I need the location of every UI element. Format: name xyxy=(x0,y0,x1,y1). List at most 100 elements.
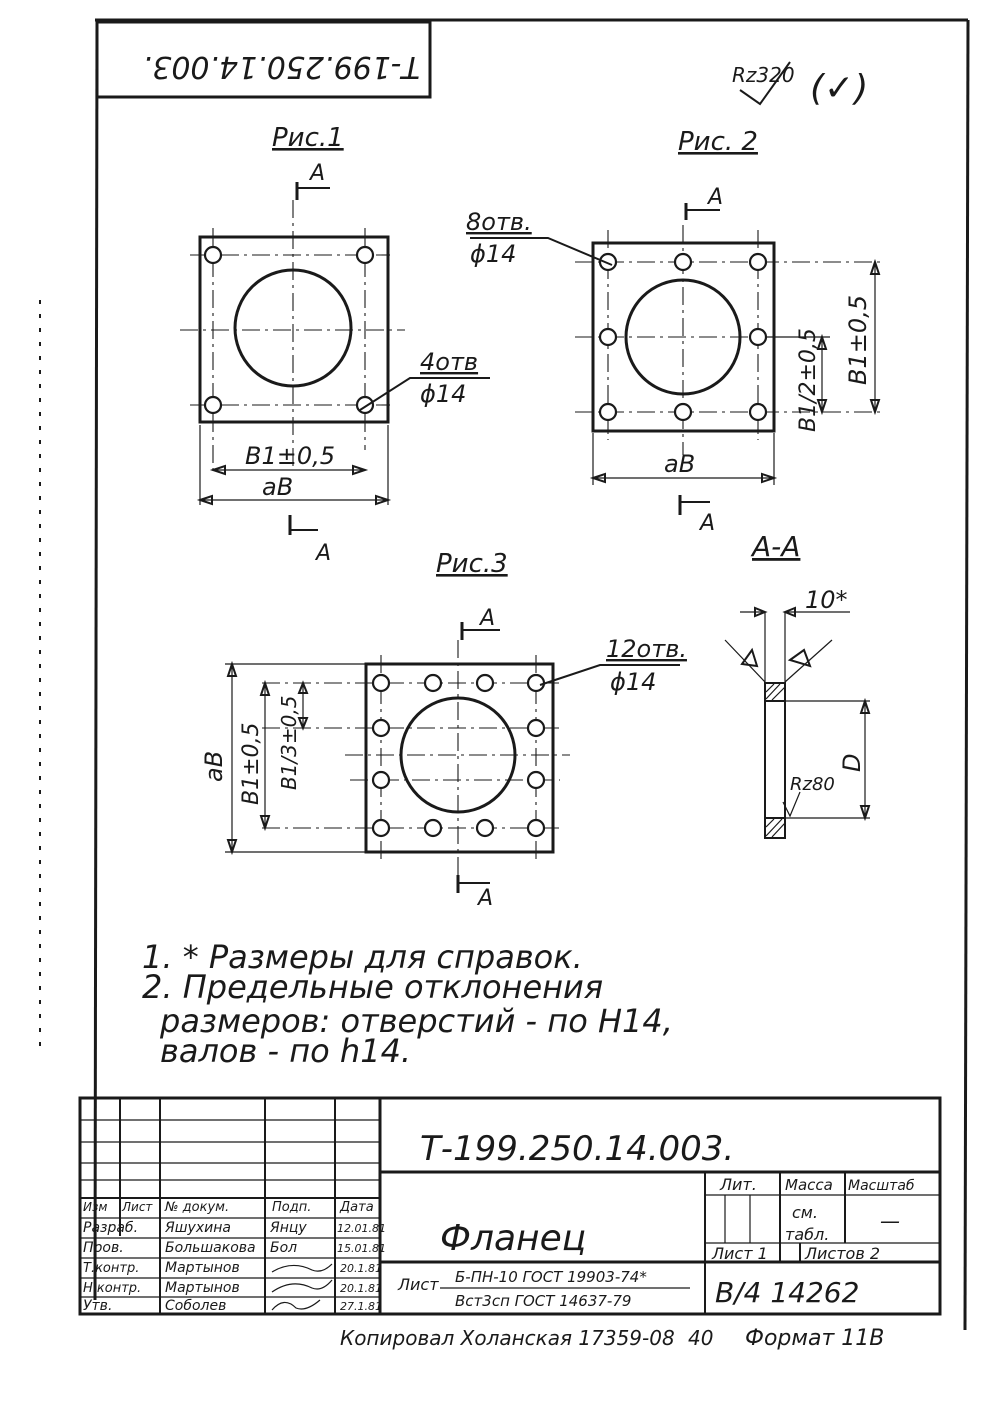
footer-copied-by: Копировал Холанская 17359-08 xyxy=(340,1326,675,1350)
note-line-4: валов - по h14. xyxy=(160,1032,411,1070)
tb-row-role: Пров. xyxy=(83,1240,124,1256)
fig2-hole xyxy=(673,252,693,272)
tb-row: Н.контр. Мартынов 20.1.81 xyxy=(83,1279,382,1296)
tb-name: Фланец xyxy=(440,1218,586,1259)
title-block: Т-199.250.14.003. Фланец Изм Лист № доку… xyxy=(78,1096,942,1316)
fig2-hole xyxy=(748,252,768,272)
footer-sheet-no: 40 xyxy=(688,1326,713,1350)
figure-1: Рис.1 A 4отв ϕ14 B1±0,5 aB xyxy=(180,123,490,566)
fig3-hole xyxy=(526,818,546,838)
section-plate xyxy=(764,682,786,839)
tb-row-date: 12.01.81 xyxy=(337,1222,386,1235)
fig3-hole xyxy=(526,718,546,738)
fig2-title: Рис. 2 xyxy=(678,127,758,157)
note-line-1: 1. * Размеры для справок. xyxy=(142,938,583,976)
tb-header-list: Лист xyxy=(121,1200,153,1214)
tb-material-line2: Вст3сп ГОСТ 14637-79 xyxy=(455,1292,631,1310)
fig2-hole xyxy=(598,402,618,422)
fig3-hole xyxy=(371,770,391,790)
tb-designation: Т-199.250.14.003. xyxy=(420,1129,734,1169)
fig3-hole xyxy=(371,718,391,738)
fig3-section-top: A xyxy=(478,606,495,631)
tb-header-date: Дата xyxy=(339,1200,374,1215)
fig2-section-top: A xyxy=(706,185,723,210)
fig3-holes-dia: ϕ14 xyxy=(610,668,656,696)
note-line-3: размеров: отверстий - по H14, xyxy=(159,1002,673,1040)
fig1-holes-label: 4отв xyxy=(420,348,478,376)
fig2-hole xyxy=(598,327,618,347)
notes: 1. * Размеры для справок. 2. Предельные … xyxy=(142,938,673,1070)
rotated-code: Т-199.250.14.003. xyxy=(143,49,420,84)
fig1-section-top: A xyxy=(308,161,325,186)
fig2-dim-half: B1/2±0,5 xyxy=(796,328,821,432)
fig3-hole xyxy=(423,673,443,693)
tb-row-sign: Янцу xyxy=(269,1220,307,1236)
fig2-dim-ab: aB xyxy=(664,450,695,478)
tb-row-date: 15.01.81 xyxy=(337,1242,386,1255)
section-a-a: A-A 10* D Rz80 xyxy=(724,530,871,839)
tb-row-name: Большакова xyxy=(165,1240,256,1256)
tb-mass-label: Масса xyxy=(785,1176,833,1194)
tb-lit-label: Лит. xyxy=(719,1175,757,1194)
tb-row-name: Мартынов xyxy=(165,1280,240,1296)
fig2-holes-dia: ϕ14 xyxy=(470,240,516,268)
fig2-section-bottom: A xyxy=(698,511,715,536)
fig3-hole xyxy=(475,673,495,693)
note-line-2: 2. Предельные отклонения xyxy=(142,968,603,1006)
fig3-title: Рис.3 xyxy=(436,549,508,579)
fig2-hole xyxy=(748,402,768,422)
fig3-hole xyxy=(475,818,495,838)
fig3-hole xyxy=(371,818,391,838)
tb-header-izm: Изм xyxy=(83,1200,107,1214)
fig1-hole xyxy=(355,395,375,415)
fig3-holes-label: 12отв. xyxy=(606,635,687,663)
figure-3: Рис.3 A 12отв. ϕ14 aB xyxy=(200,549,687,911)
tb-mass-value-1: см. xyxy=(792,1203,818,1222)
footer-format: Формат 11В xyxy=(745,1326,884,1351)
fig3-dim-b1: B1±0,5 xyxy=(239,722,264,805)
section-diameter: D xyxy=(838,754,866,772)
tb-row-date: 20.1.81 xyxy=(340,1262,382,1275)
fig1-title: Рис.1 xyxy=(272,123,344,153)
fig3-hole xyxy=(526,673,546,693)
fig2-hole xyxy=(598,252,618,272)
tb-row-name: Соболев xyxy=(165,1298,226,1314)
roughness-general-label: Rz320 xyxy=(732,63,795,87)
fig3-hole xyxy=(526,770,546,790)
fig2-hole xyxy=(748,327,768,347)
fig3-dim-ab: aB xyxy=(200,751,228,782)
fig3-plate xyxy=(364,662,555,854)
fig1-hole xyxy=(203,245,223,265)
tb-sheets-label: Листов 2 xyxy=(804,1244,880,1263)
tb-row-date: 27.1.81 xyxy=(340,1300,382,1313)
check-mark: (✓) xyxy=(810,68,868,109)
general-roughness: Rz320 (✓) xyxy=(732,61,868,109)
tb-row-date: 20.1.81 xyxy=(340,1282,382,1295)
tb-row: Т.контр. Мартынов 20.1.81 xyxy=(83,1260,382,1276)
fig3-bore xyxy=(399,696,517,814)
fig3-dim-third: B1/3±0,5 xyxy=(277,696,301,790)
section-thickness: 10* xyxy=(805,586,848,614)
fig2-holes-label: 8отв. xyxy=(466,208,532,236)
figure-2: Рис. 2 A 8отв. ϕ14 B1/2±0,5 B1±0,5 xyxy=(466,127,881,536)
fig1-dim-b1: B1±0,5 xyxy=(245,442,335,470)
tb-scale-label: Масштаб xyxy=(848,1178,915,1194)
fig1-hole xyxy=(355,245,375,265)
tb-row-name: Мартынов xyxy=(165,1260,240,1276)
tb-row: Утв. Соболев 27.1.81 xyxy=(83,1298,382,1314)
fig3-hole xyxy=(371,673,391,693)
fig1-holes-dia: ϕ14 xyxy=(420,380,466,408)
fig1-bore xyxy=(233,268,353,388)
tb-org-code: В/4 14262 xyxy=(715,1276,859,1309)
fig2-bore xyxy=(624,278,742,396)
footer: Копировал Холанская 17359-08 40 Формат 1… xyxy=(340,1326,884,1351)
rotated-code-box: Т-199.250.14.003. xyxy=(95,20,432,99)
tb-row-role: Т.контр. xyxy=(83,1261,139,1276)
fig1-section-bottom: A xyxy=(314,541,331,566)
section-title: A-A xyxy=(750,530,800,563)
tb-row-name: Яшухина xyxy=(164,1220,231,1236)
tb-mass-value-2: табл. xyxy=(785,1225,829,1244)
tb-row-sign: Бол xyxy=(270,1240,297,1256)
tb-row-role: Разраб. xyxy=(83,1220,138,1236)
tb-row: Разраб. Яшухина Янцу 12.01.81 xyxy=(83,1220,386,1236)
